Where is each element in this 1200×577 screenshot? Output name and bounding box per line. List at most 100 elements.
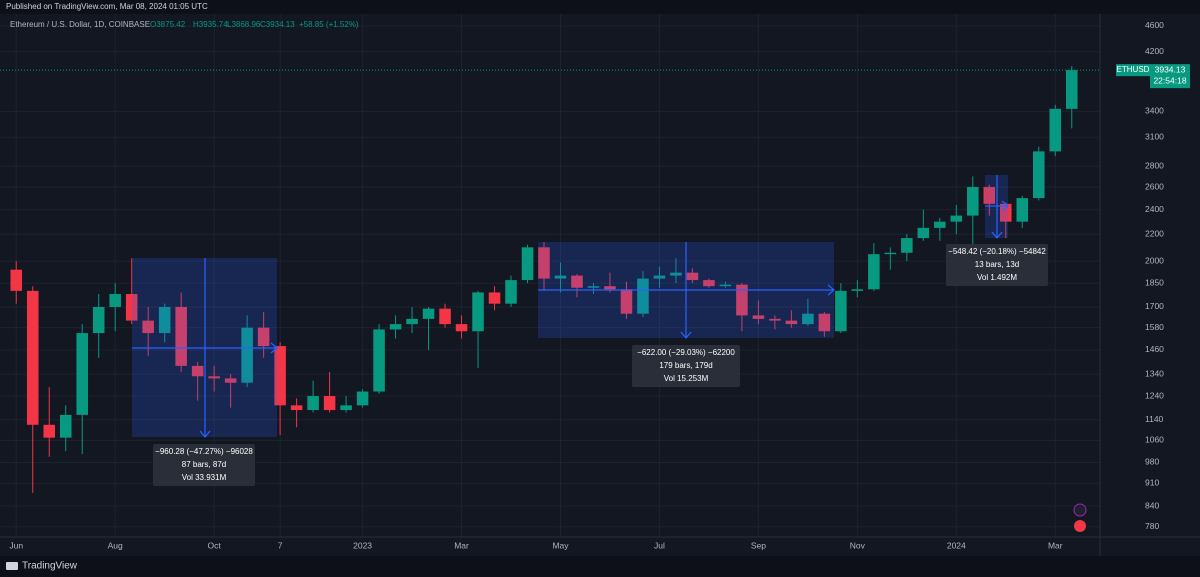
measure-label: Vol 1.492M [977, 273, 1017, 282]
candle-body [224, 378, 237, 383]
plot [0, 66, 1100, 493]
candle-body [1032, 151, 1045, 199]
x-tick-label: Mar [1048, 540, 1063, 550]
candle-body [1049, 108, 1062, 152]
candle-body [142, 320, 154, 334]
candle-body [208, 376, 220, 379]
ohlc-close: C3934.13 [260, 20, 295, 29]
x-tick-label: Oct [208, 540, 222, 550]
candle-body [274, 346, 286, 406]
candle-body [686, 272, 699, 281]
measure-v-head [991, 231, 1003, 239]
candle-body [373, 329, 385, 392]
candle-body [257, 327, 270, 347]
measure-h-head [270, 342, 278, 354]
candle-body [868, 254, 880, 290]
event-icon[interactable] [1073, 503, 1087, 517]
measure-h-head [1001, 200, 1009, 212]
candle-body [455, 324, 468, 332]
measure-label-box [153, 444, 255, 486]
candle-body [505, 280, 517, 304]
x-tick-label: Jun [9, 540, 23, 550]
measure-label: 179 bars, 179d [659, 361, 712, 370]
measure-label-box [946, 244, 1048, 286]
measure-label-box [632, 345, 740, 387]
candle-body [439, 308, 451, 325]
candle-body [802, 313, 814, 325]
candle-body [785, 320, 798, 325]
x-tick-label: May [552, 540, 569, 550]
candle-body [604, 286, 616, 290]
candle-body [472, 292, 484, 332]
candle-body [670, 272, 682, 276]
ohlc-open: O3875.42 [150, 20, 186, 29]
candle-body [653, 275, 666, 279]
candle-body [1000, 203, 1012, 222]
brand: TradingView [22, 561, 78, 572]
y-tick-label: 3400 [1145, 106, 1164, 116]
candle-body [406, 318, 418, 325]
candle-body [719, 284, 732, 287]
candle-body [92, 306, 105, 334]
measure-label: −548.42 (−20.18%) −54842 [948, 247, 1046, 256]
y-tick-label: 980 [1145, 457, 1159, 467]
candle-body [571, 275, 583, 288]
bottom-bar [0, 556, 1200, 577]
y-tick-label: 1140 [1145, 414, 1164, 424]
y-tick-label: 2200 [1145, 228, 1164, 238]
y-tick-label: 840 [1145, 500, 1159, 510]
candle-body [967, 187, 979, 216]
y-tick-label: 1240 [1145, 390, 1164, 400]
candle-body [307, 396, 319, 411]
x-tick-label: Jul [654, 540, 665, 550]
ohlc-high: H3935.74 [193, 20, 228, 29]
candle-body [1065, 70, 1078, 109]
candle-body [290, 405, 303, 411]
candle-body [241, 327, 253, 383]
y-tick-label: 4200 [1145, 46, 1164, 56]
y-tick-label: 1460 [1145, 344, 1164, 354]
y-tick-label: 1850 [1145, 277, 1164, 287]
measure-label: 87 bars, 87d [182, 460, 226, 469]
candle-body [43, 424, 56, 438]
symbol-title: Ethereum / U.S. Dollar, 1D, COINBASE [10, 20, 150, 29]
y-tick-label: 4600 [1145, 20, 1164, 30]
x-tick-label: 7 [278, 540, 283, 550]
candle-body [191, 365, 204, 377]
candle-body [901, 238, 913, 253]
y-tick-label: 1340 [1145, 368, 1164, 378]
candle-body [175, 306, 187, 366]
candle-body [125, 294, 138, 321]
candle-body [323, 396, 336, 411]
candle-body [488, 292, 501, 304]
x-tick-label: Aug [108, 540, 123, 550]
candle-body [637, 278, 649, 314]
candle-body [950, 215, 963, 222]
measure-v-head [680, 331, 692, 339]
candle-body [356, 391, 369, 406]
measure-label: −960.28 (−47.27%) −96028 [155, 447, 253, 456]
measure-v-head [199, 430, 211, 438]
candle-body [76, 333, 88, 415]
published-note: Published on TradingView.com, Mar 08, 20… [6, 2, 208, 11]
price-tag-symbol-text: ETHUSD [1117, 65, 1150, 74]
candle-body [884, 252, 897, 255]
candle-body [26, 290, 39, 425]
candle-body [736, 284, 748, 316]
y-tick-label: 780 [1145, 521, 1159, 531]
price-tag-price: 3934.13 [1155, 64, 1186, 74]
candle-body [158, 306, 171, 334]
x-tick-label: 2023 [353, 540, 372, 550]
candle-body [538, 247, 550, 279]
y-tick-label: 910 [1145, 478, 1159, 488]
candle-body [983, 187, 996, 204]
x-tick-label: Sep [751, 540, 766, 550]
candle-body [835, 290, 847, 332]
y-tick-label: 2600 [1145, 181, 1164, 191]
flag-icon[interactable] [1074, 520, 1086, 532]
candle-body [59, 414, 72, 438]
y-tick-label: 2400 [1145, 204, 1164, 214]
candle-body [851, 289, 864, 291]
measure-label: 13 bars, 13d [975, 260, 1019, 269]
